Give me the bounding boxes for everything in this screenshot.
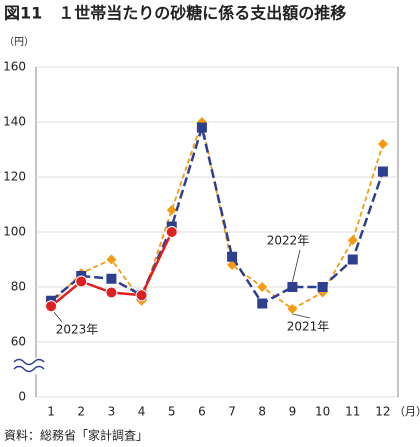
marker — [45, 300, 58, 313]
x-tick-label: 3 — [108, 405, 116, 419]
leader-line — [292, 249, 301, 283]
leader-line — [53, 311, 63, 323]
marker — [287, 304, 298, 314]
y-tick-label: 60 — [11, 335, 26, 349]
x-tick-label: 10 — [315, 405, 330, 419]
x-tick-label: 2 — [77, 405, 85, 419]
marker — [287, 282, 298, 292]
marker — [227, 251, 238, 262]
axis-break — [12, 358, 46, 374]
marker — [106, 254, 117, 265]
x-tick-label: 8 — [258, 405, 266, 419]
marker — [135, 289, 148, 302]
y-tick-label: 0 — [18, 390, 26, 404]
x-unit: （月） — [394, 405, 420, 418]
x-tick-label: 9 — [289, 405, 297, 419]
leader-line — [292, 313, 311, 319]
marker — [377, 166, 388, 177]
legend-label: 2023年 — [56, 323, 99, 337]
chart-title: 図11 １世帯当たりの砂糖に係る支出額の推移 — [4, 4, 346, 23]
marker — [257, 298, 268, 309]
marker — [377, 139, 388, 149]
legend-label: 2022年 — [267, 234, 310, 248]
x-tick-label: 7 — [228, 405, 236, 419]
y-tick-label: 80 — [11, 280, 26, 294]
x-tick-label: 12 — [375, 405, 390, 419]
y-tick-label: 160 — [3, 60, 26, 74]
marker — [106, 273, 117, 284]
y-tick-label: 100 — [3, 225, 26, 239]
x-tick-label: 4 — [138, 405, 146, 419]
x-tick-label: 11 — [345, 405, 360, 419]
marker — [196, 122, 207, 133]
marker — [347, 235, 358, 246]
y-unit: （円） — [4, 36, 34, 48]
series-line — [50, 118, 384, 311]
legend-label: 2021年 — [287, 320, 330, 334]
x-tick-label: 1 — [47, 405, 55, 419]
y-tick-label: 120 — [3, 170, 26, 184]
marker — [257, 282, 268, 292]
series-line — [50, 122, 385, 306]
marker — [347, 254, 358, 265]
marker — [165, 226, 178, 238]
y-tick-label: 140 — [3, 115, 26, 129]
marker — [166, 205, 177, 215]
marker — [105, 286, 118, 299]
x-tick-label: 5 — [168, 405, 176, 419]
source: 資料：総務省「家計調査」 — [4, 428, 148, 443]
x-tick-label: 6 — [198, 405, 206, 419]
marker — [317, 282, 328, 292]
marker — [75, 275, 88, 288]
